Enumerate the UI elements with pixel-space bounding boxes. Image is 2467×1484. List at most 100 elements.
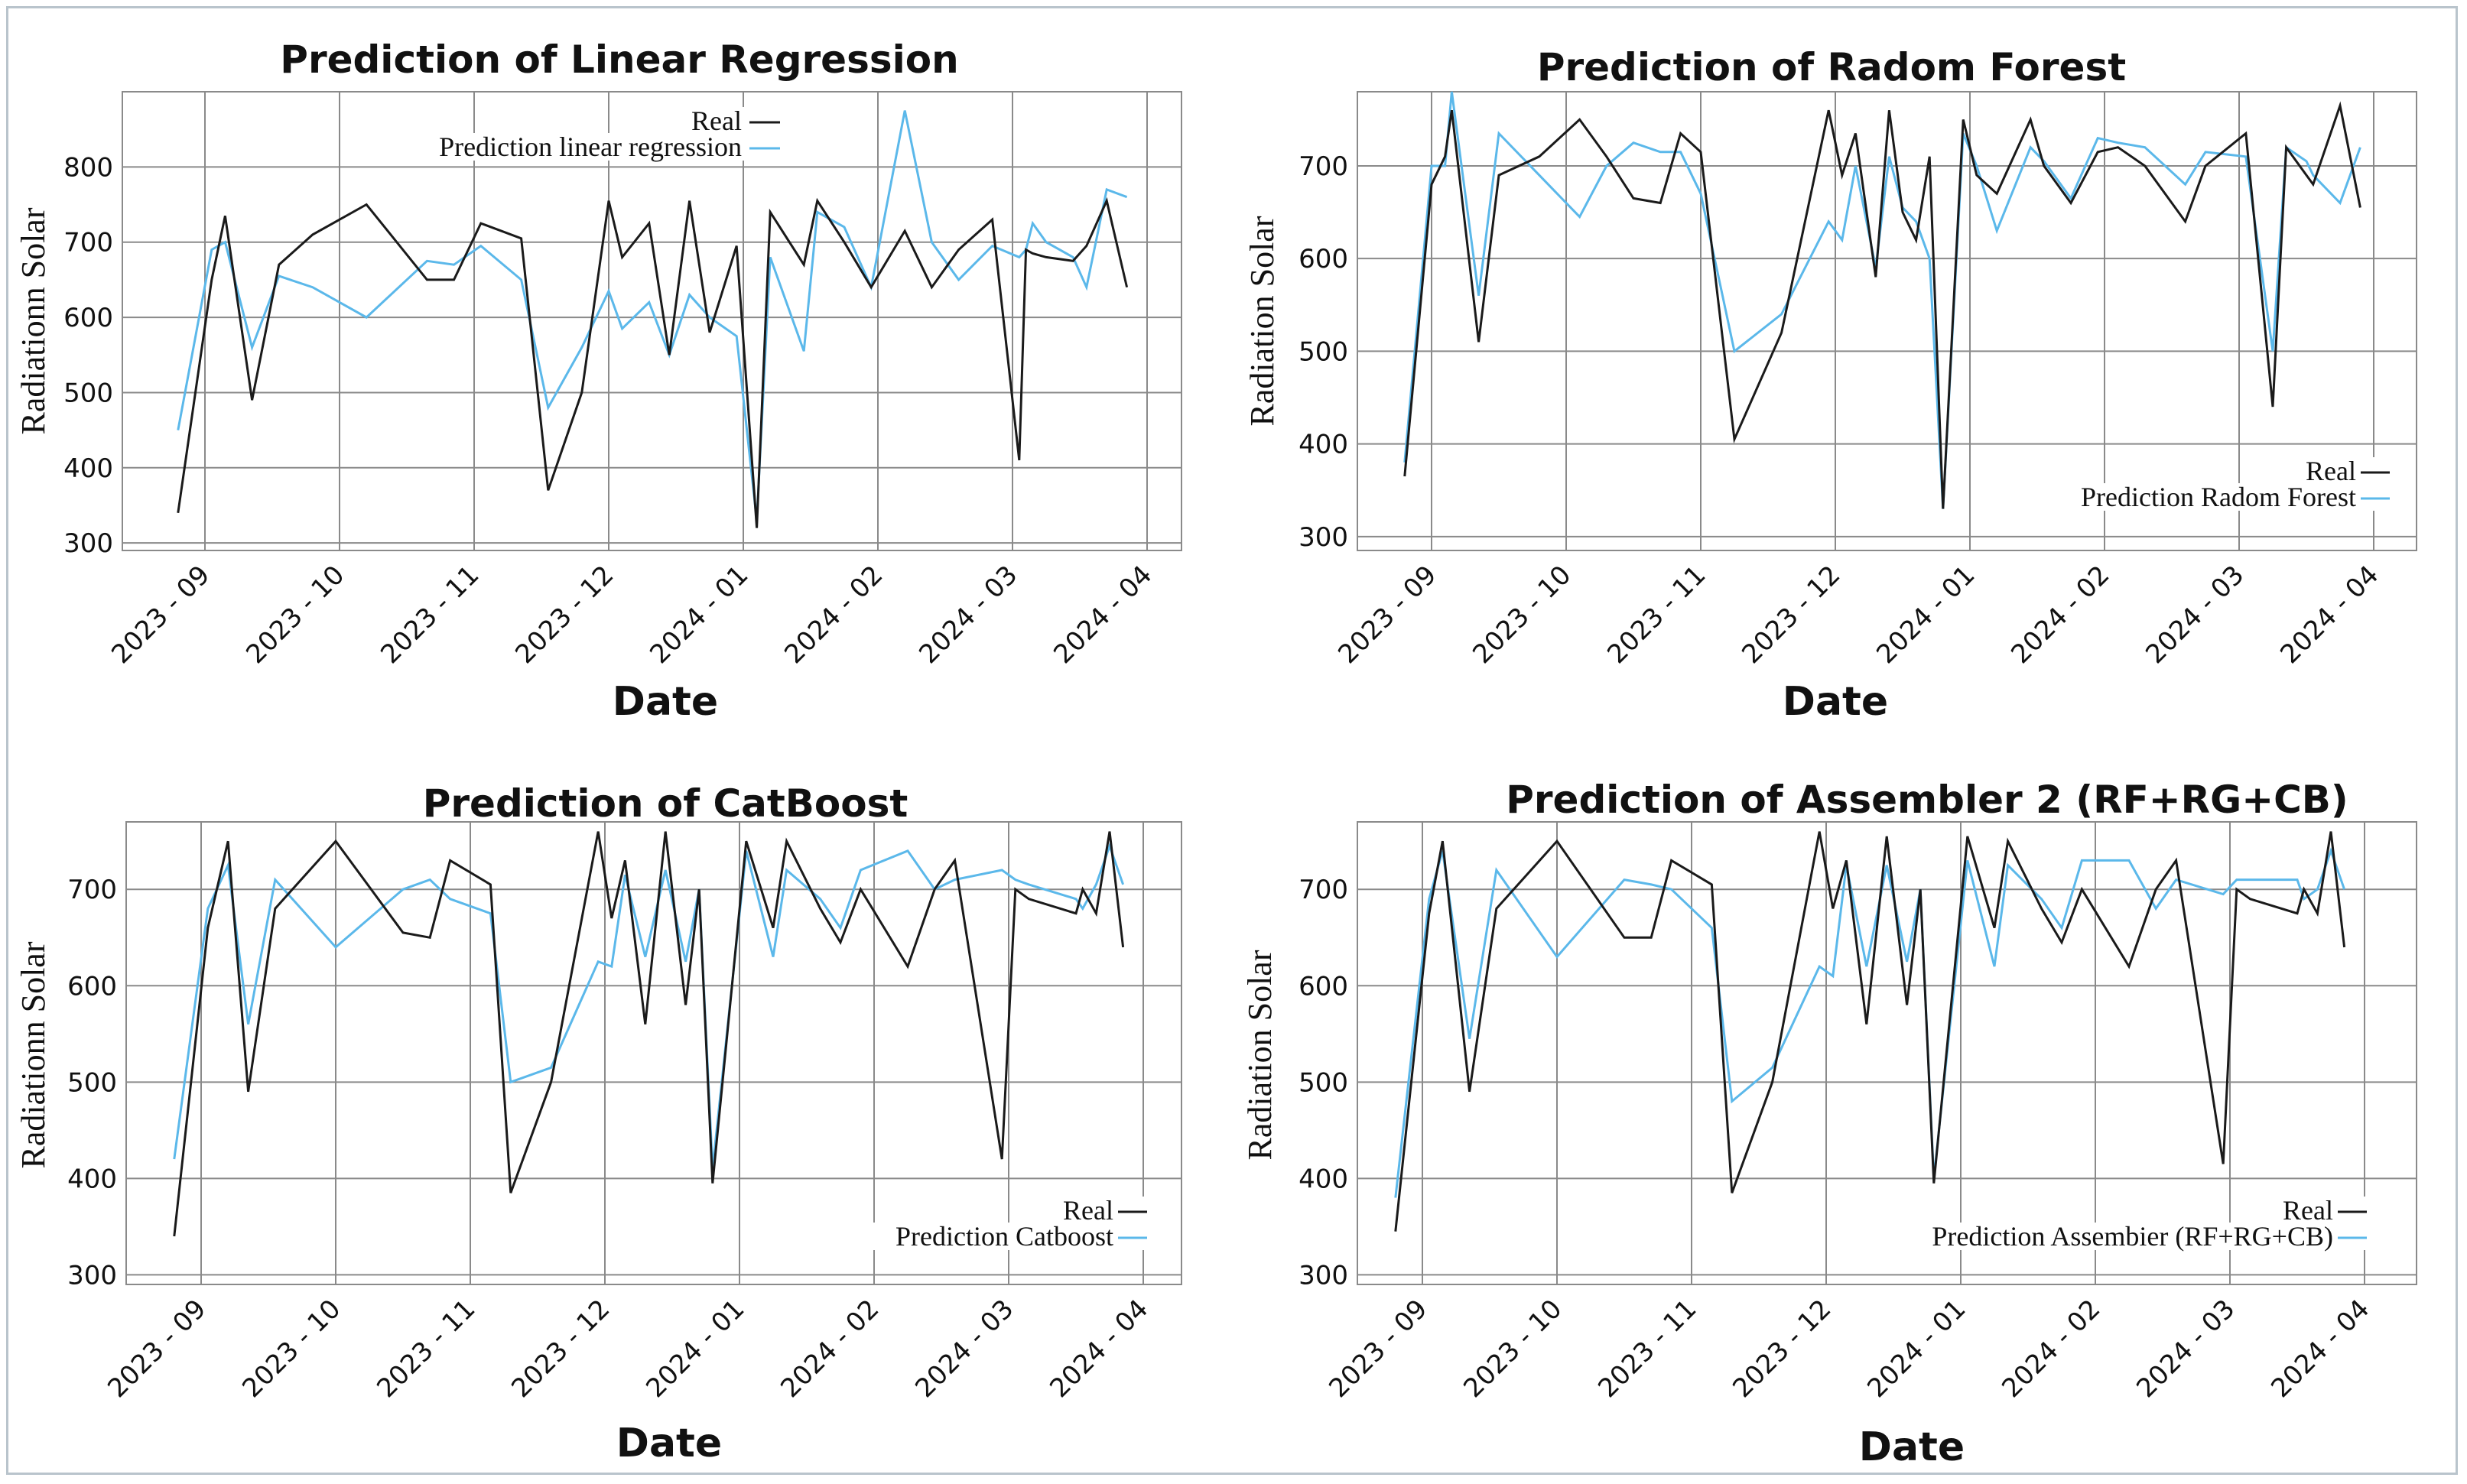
- x-tick-label: 2023 - 09: [106, 560, 216, 670]
- y-tick-label: 500: [63, 378, 113, 408]
- y-tick-label: 400: [1299, 1164, 1348, 1194]
- legend-entry: Prediction Radom Forest: [2081, 482, 2356, 512]
- x-axis-label: Date: [616, 1421, 722, 1466]
- x-tick-label: 2024 - 03: [2140, 560, 2250, 670]
- plot-area: [125, 821, 1182, 1285]
- plot-area: [122, 91, 1182, 551]
- x-tick-label: 2024 - 02: [778, 560, 889, 670]
- x-tick-label: 2023 - 12: [1736, 560, 1846, 670]
- x-tick-label: 2024 - 01: [644, 560, 754, 670]
- x-tick-label: 2024 - 04: [2265, 1294, 2375, 1404]
- y-tick-label: 400: [1299, 430, 1348, 460]
- series-line-prediction: [1403, 91, 2361, 509]
- x-tick-label: 2023 - 11: [1601, 560, 1711, 670]
- y-axis-label: Radiation Solar: [1243, 216, 1281, 426]
- chart-title: Prediction of Assembler 2 (RF+RG+CB): [1506, 778, 2348, 822]
- y-tick-label: 600: [1299, 244, 1348, 274]
- chart-title: Prediction of CatBoost: [423, 781, 908, 826]
- x-tick-label: 2024 - 01: [1861, 1294, 1971, 1404]
- x-tick-label: 2023 - 12: [509, 560, 619, 670]
- chart-title: Prediction of Radom Forest: [1537, 45, 2126, 89]
- series-line-real: [1403, 101, 2361, 509]
- legend-entry: Prediction linear regression: [439, 132, 742, 162]
- x-axis-label: Date: [1783, 679, 1888, 725]
- x-tick-label: 2023 - 11: [1592, 1294, 1702, 1404]
- legend-background: [1046, 1197, 1159, 1224]
- y-tick-label: 500: [1299, 336, 1348, 367]
- legend-background: [851, 1223, 1159, 1250]
- x-tick-label: 2024 - 02: [775, 1294, 885, 1404]
- x-tick-label: 2023 - 09: [102, 1294, 212, 1404]
- y-tick-label: 300: [1299, 522, 1348, 553]
- legend-entry: Prediction Catboost: [895, 1221, 1113, 1252]
- plot-area: [1357, 91, 2417, 551]
- x-tick-label: 2023 - 12: [505, 1294, 616, 1404]
- y-tick-label: 500: [67, 1067, 117, 1098]
- x-tick-label: 2024 - 01: [1871, 560, 1981, 670]
- x-tick-label: 2024 - 04: [2274, 560, 2384, 670]
- x-tick-label: 2024 - 01: [640, 1294, 750, 1404]
- x-tick-label: 2023 - 09: [1323, 1294, 1433, 1404]
- y-tick-label: 700: [1299, 151, 1348, 182]
- x-tick-label: 2024 - 04: [1048, 560, 1158, 670]
- y-tick-label: 600: [63, 303, 113, 333]
- y-tick-label: 700: [63, 228, 113, 258]
- y-tick-label: 400: [67, 1164, 117, 1194]
- y-axis-label: Radiationn Solar: [15, 207, 52, 434]
- y-tick-label: 600: [67, 971, 117, 1002]
- y-tick-label: 600: [1299, 971, 1348, 1002]
- legend-entry: Real: [2306, 456, 2356, 486]
- series-line-prediction: [177, 110, 1128, 521]
- legend-entry: Real: [691, 106, 742, 136]
- y-tick-label: 300: [67, 1260, 117, 1291]
- x-axis-label: Date: [1859, 1424, 1965, 1470]
- x-tick-label: 2023 - 12: [1727, 1294, 1837, 1404]
- y-tick-label: 300: [1299, 1260, 1348, 1291]
- x-tick-label: 2023 - 10: [240, 560, 350, 670]
- x-tick-label: 2024 - 03: [2131, 1294, 2241, 1404]
- y-tick-label: 300: [63, 528, 113, 559]
- series-line-real: [177, 196, 1129, 528]
- legend-entry: Real: [2283, 1195, 2333, 1226]
- legend-entry: Real: [1063, 1195, 1113, 1226]
- legend-background: [2289, 457, 2402, 485]
- x-tick-label: 2024 - 02: [1996, 1294, 2106, 1404]
- y-tick-label: 700: [67, 875, 117, 905]
- y-tick-label: 500: [1299, 1067, 1348, 1098]
- legend-background: [2266, 1197, 2379, 1224]
- x-tick-label: 2023 - 11: [371, 1294, 481, 1404]
- x-tick-label: 2023 - 10: [1458, 1294, 1568, 1404]
- legend-entry: Prediction Assembier (RF+RG+CB): [1932, 1221, 2333, 1252]
- series-line-real: [173, 831, 1125, 1237]
- y-tick-label: 400: [63, 453, 113, 484]
- x-tick-label: 2023 - 10: [236, 1294, 346, 1404]
- y-axis-label: Radiation Solar: [1241, 950, 1279, 1160]
- y-tick-label: 700: [1299, 875, 1348, 905]
- figure-frame: [6, 6, 2458, 1475]
- legend-background: [2042, 483, 2402, 511]
- x-tick-label: 2024 - 02: [2005, 560, 2115, 670]
- x-axis-label: Date: [613, 679, 718, 725]
- legend-background: [1915, 1223, 2379, 1250]
- x-tick-label: 2023 - 11: [375, 560, 485, 670]
- y-axis-label: Radiationn Solar: [15, 941, 52, 1168]
- x-tick-label: 2023 - 10: [1467, 560, 1577, 670]
- series-line-real: [1394, 831, 2346, 1232]
- chart-title: Prediction of Linear Regression: [280, 37, 958, 82]
- x-tick-label: 2024 - 03: [913, 560, 1023, 670]
- x-tick-label: 2023 - 09: [1332, 560, 1442, 670]
- plot-area: [1357, 821, 2417, 1285]
- series-line-prediction: [173, 842, 1125, 1169]
- x-tick-label: 2024 - 04: [1044, 1294, 1154, 1404]
- x-tick-label: 2024 - 03: [909, 1294, 1019, 1404]
- y-tick-label: 800: [63, 152, 113, 183]
